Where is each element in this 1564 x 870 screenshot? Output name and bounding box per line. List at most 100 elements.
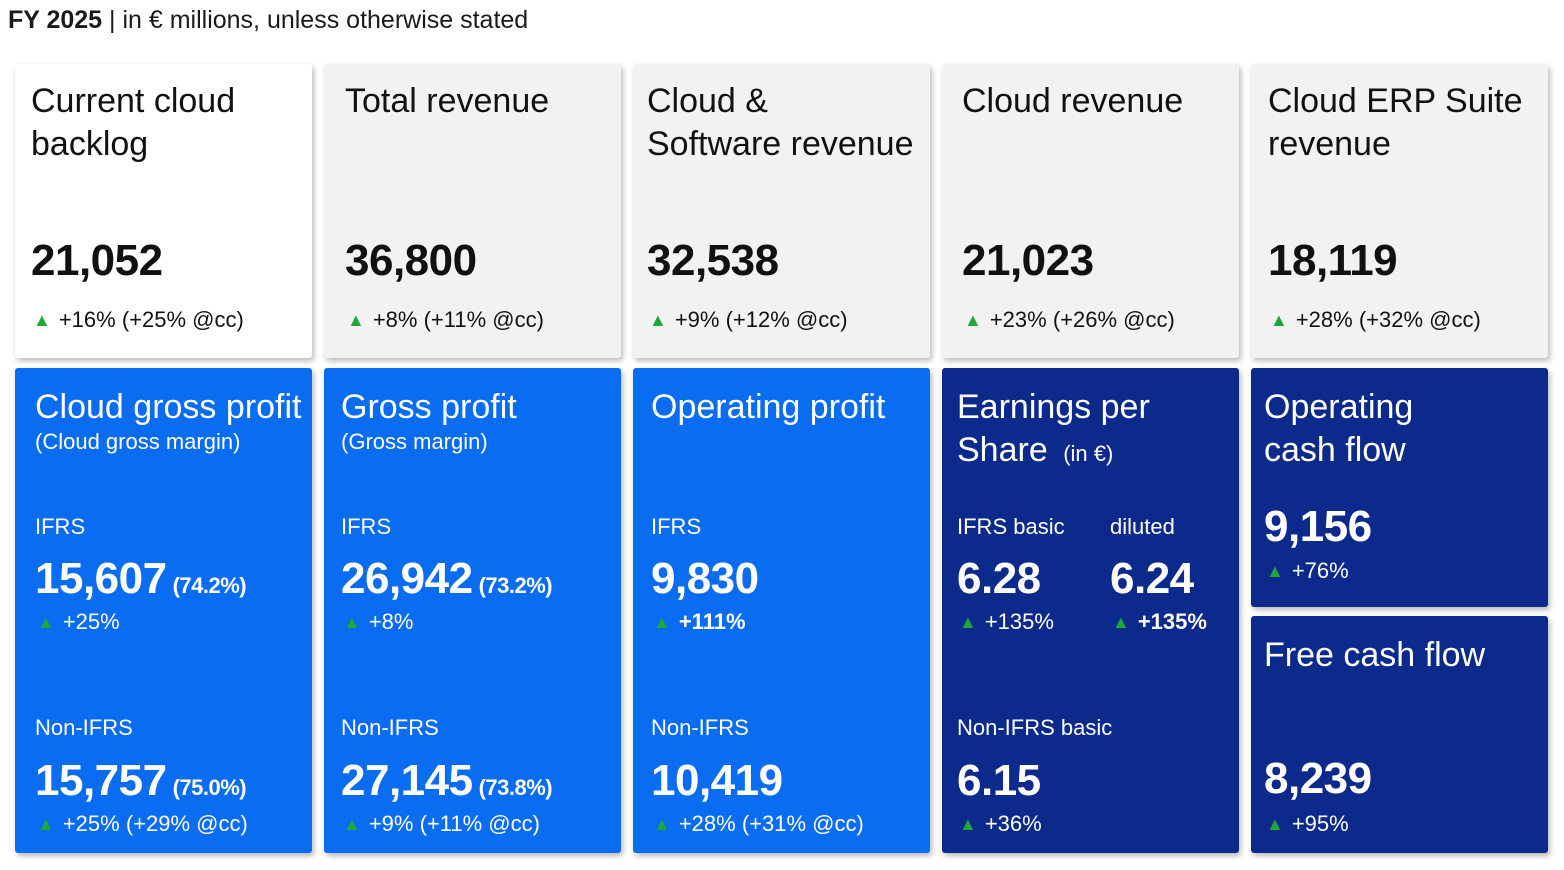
diluted-label: diluted (1110, 514, 1175, 539)
card-title: Total revenue (345, 82, 550, 120)
title-share: Share (957, 431, 1048, 469)
card-title: Gross profit (341, 388, 517, 426)
non-ifrs-change: ▲ +25% (+29% @cc) (37, 811, 248, 837)
header-separator: | (102, 6, 123, 34)
change-text: +135% (984, 609, 1054, 634)
change-text: +135% (1137, 609, 1207, 634)
up-triangle-icon: ▲ (964, 310, 982, 330)
ifrs-margin: (73.2%) (478, 573, 553, 598)
up-triangle-icon: ▲ (653, 612, 671, 632)
kpi-value: 21,052 (31, 236, 163, 285)
change-text: +25% (+29% @cc) (62, 811, 248, 836)
ifrs-value: 15,607 (74.2%) (35, 554, 247, 604)
page-header: FY 2025 | in € millions, unless otherwis… (8, 6, 528, 35)
diluted-change: ▲ +135% (1112, 609, 1207, 635)
card-gross-profit: Gross profit (Gross margin) IFRS 26,942(… (324, 368, 621, 853)
kpi-change: ▲ +16% (+25% @cc) (33, 307, 244, 333)
non-ifrs-margin: (73.8%) (478, 775, 553, 800)
up-triangle-icon: ▲ (343, 612, 361, 632)
ifrs-change: ▲ +8% (343, 609, 413, 635)
ifrs-value: 9,830 (651, 554, 759, 603)
kpi-change: ▲ +23% (+26% @cc) (964, 307, 1175, 333)
title-line-2: revenue (1268, 125, 1391, 163)
up-triangle-icon: ▲ (653, 814, 671, 834)
title-line-2: cash flow (1264, 431, 1406, 469)
diluted-value: 6.24 (1110, 554, 1194, 603)
kpi-change: ▲ +28% (+32% @cc) (1270, 307, 1481, 333)
up-triangle-icon: ▲ (1266, 561, 1284, 581)
header-note: in € millions, unless otherwise stated (122, 6, 529, 34)
ifrs-change: ▲ +25% (37, 609, 120, 635)
card-cloud-software-revenue: Cloud & Software revenue 32,538 ▲ +9% (+1… (633, 64, 930, 358)
card-title: Cloud & Software revenue (647, 80, 914, 166)
up-triangle-icon: ▲ (649, 310, 667, 330)
change-text: +28% (+31% @cc) (678, 811, 864, 836)
non-ifrs-basic-change: ▲ +36% (959, 811, 1042, 837)
card-free-cash-flow: Free cash flow 8,239 ▲ +95% (1251, 616, 1548, 853)
non-ifrs-basic-label: Non-IFRS basic (957, 715, 1113, 740)
non-ifrs-label: Non-IFRS (35, 715, 133, 740)
up-triangle-icon: ▲ (33, 310, 51, 330)
card-operating-profit: Operating profit IFRS 9,830 ▲ +111% Non-I… (633, 368, 930, 853)
non-ifrs-value: 15,757 (75.0%) (35, 756, 247, 806)
change-text: +25% (62, 609, 120, 634)
change-text: +76% (1291, 558, 1349, 583)
card-earnings-per-share: Earnings per Share (in €) IFRS basic dil… (942, 368, 1239, 853)
ifrs-value: 26,942 (73.2%) (341, 554, 553, 604)
non-ifrs-change: ▲ +9% (+11% @cc) (343, 811, 540, 837)
non-ifrs-margin: (75.0%) (172, 775, 247, 800)
change-text: +8% (368, 609, 414, 634)
card-title: Current cloud backlog (31, 80, 235, 166)
kpi-value: 18,119 (1268, 236, 1398, 285)
title-line-1: Current cloud (31, 82, 236, 120)
title-line-2: Share (in €) (957, 429, 1150, 475)
card-title: Cloud ERP Suite revenue (1268, 80, 1523, 166)
card-title: Free cash flow (1264, 636, 1486, 674)
change-text: +111% (678, 609, 746, 634)
card-title: Cloud revenue (962, 82, 1184, 120)
ifrs-basic-label: IFRS basic (957, 514, 1065, 539)
title-line-2: Software revenue (647, 125, 914, 163)
title-unit: (in €) (1063, 441, 1114, 466)
up-triangle-icon: ▲ (343, 814, 361, 834)
kpi-change: ▲ +8% (+11% @cc) (347, 307, 544, 333)
kpi-change: ▲ +9% (+12% @cc) (649, 307, 848, 333)
ifrs-amount: 26,942 (341, 554, 473, 603)
non-ifrs-value: 10,419 (651, 756, 783, 805)
kpi-value: 36,800 (345, 236, 477, 285)
non-ifrs-amount: 15,757 (35, 756, 167, 805)
non-ifrs-label: Non-IFRS (341, 715, 439, 740)
change-text: +28% (+32% @cc) (1295, 307, 1481, 332)
change-text: +23% (+26% @cc) (989, 307, 1175, 332)
change-text: +9% (+12% @cc) (674, 307, 848, 332)
ifrs-label: IFRS (651, 514, 702, 539)
ifrs-basic-change: ▲ +135% (959, 609, 1054, 635)
card-current-cloud-backlog: Current cloud backlog 21,052 ▲ +16% (+25%… (15, 64, 312, 358)
title-line-2: backlog (31, 125, 149, 163)
up-triangle-icon: ▲ (37, 814, 55, 834)
up-triangle-icon: ▲ (959, 612, 977, 632)
change-text: +36% (984, 811, 1042, 836)
up-triangle-icon: ▲ (959, 814, 977, 834)
kpi-value: 9,156 (1264, 502, 1372, 551)
non-ifrs-basic-value: 6.15 (957, 756, 1041, 805)
up-triangle-icon: ▲ (347, 310, 365, 330)
card-cloud-gross-profit: Cloud gross profit (Cloud gross margin) … (15, 368, 312, 853)
ifrs-margin: (74.2%) (172, 573, 247, 598)
card-total-revenue: Total revenue 36,800 ▲ +8% (+11% @cc) (324, 64, 621, 358)
ifrs-basic-value: 6.28 (957, 554, 1041, 603)
up-triangle-icon: ▲ (1266, 814, 1284, 834)
non-ifrs-amount: 27,145 (341, 756, 473, 805)
non-ifrs-value: 27,145 (73.8%) (341, 756, 553, 806)
up-triangle-icon: ▲ (1270, 310, 1288, 330)
title-line-1: Cloud ERP Suite (1268, 82, 1523, 120)
title-line-1: Cloud & (647, 82, 768, 120)
title-line-1: Earnings per (957, 388, 1150, 426)
kpi-value: 21,023 (962, 236, 1094, 285)
card-subtitle: (Gross margin) (341, 429, 488, 454)
card-subtitle: (Cloud gross margin) (35, 429, 241, 454)
kpi-change: ▲ +95% (1266, 811, 1349, 837)
change-text: +8% (+11% @cc) (372, 307, 544, 332)
non-ifrs-label: Non-IFRS (651, 715, 749, 740)
ifrs-change: ▲ +111% (653, 609, 746, 635)
